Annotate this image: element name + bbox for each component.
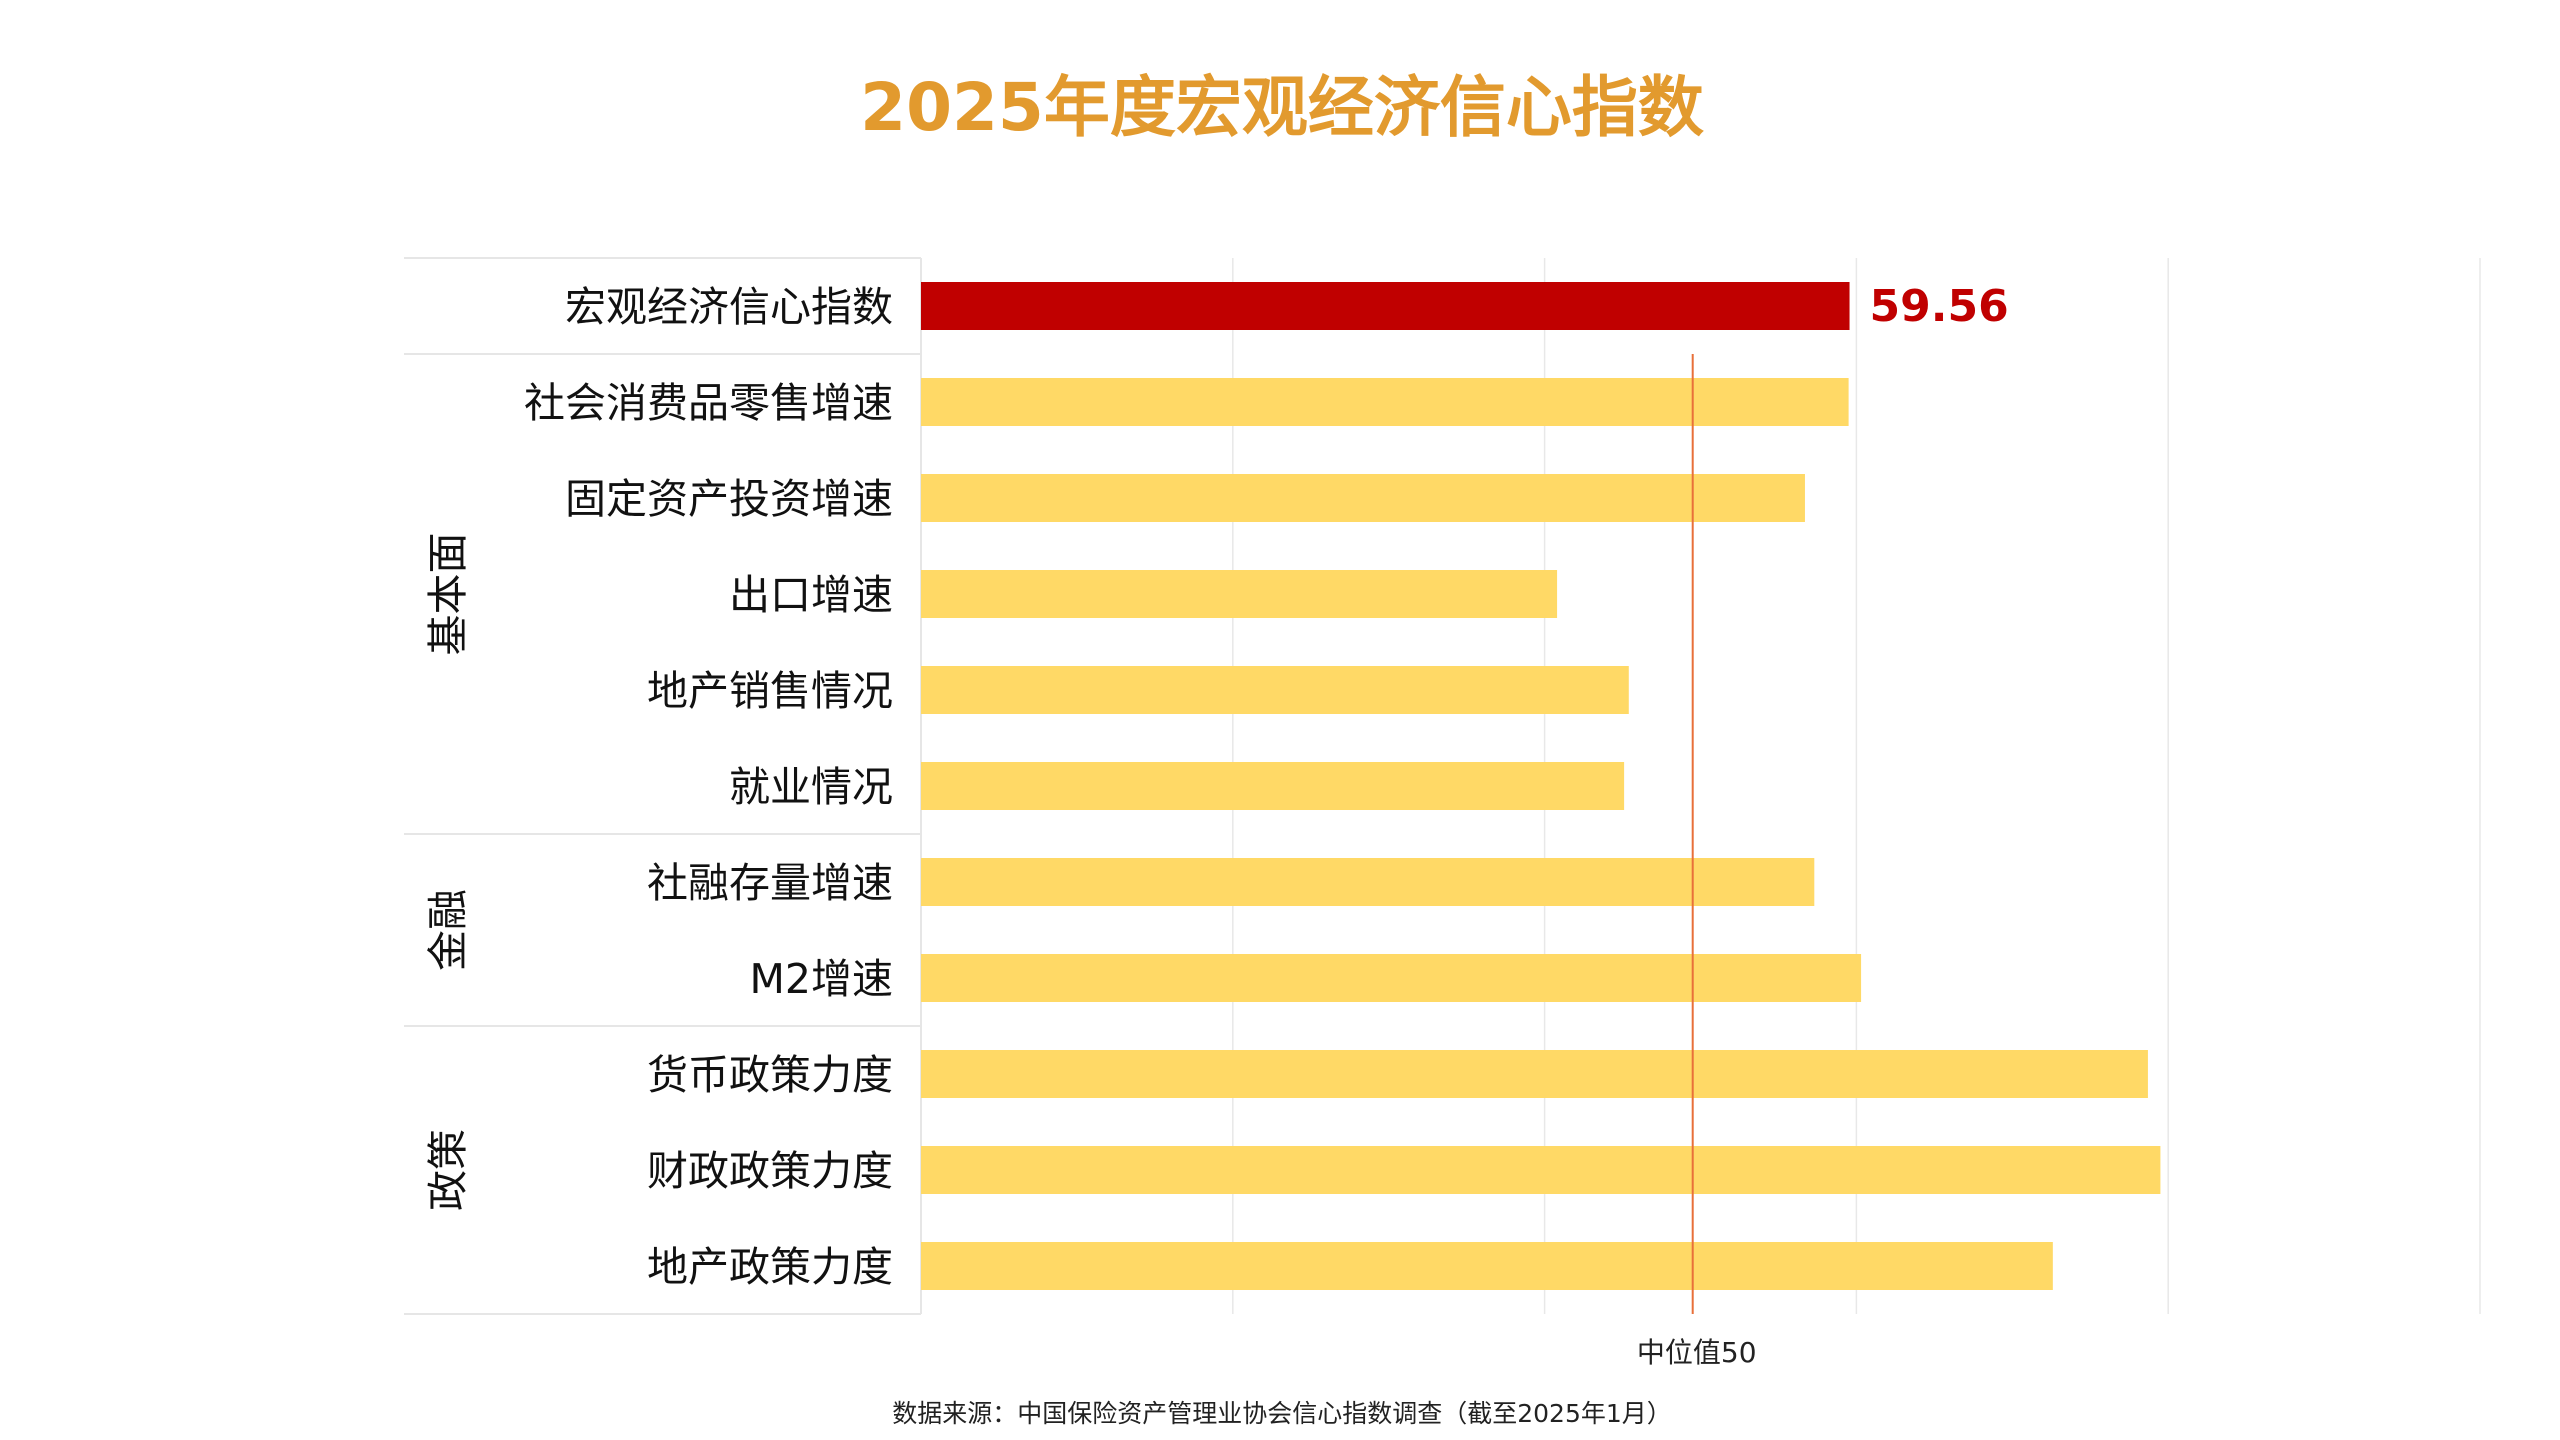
group-label: 政策 (424, 1129, 472, 1211)
reference-layer: 中位值50 (1637, 354, 1757, 1369)
bar-5 (921, 762, 1625, 810)
chart-title: 2025年度宏观经济信心指数 (860, 69, 1704, 146)
category-label: 财政政策力度 (647, 1147, 893, 1195)
category-label: 地产政策力度 (647, 1243, 893, 1291)
bar-10 (921, 1242, 2053, 1290)
category-label: 地产销售情况 (647, 667, 893, 715)
category-label: M2增速 (750, 955, 893, 1003)
bar-7 (921, 954, 1862, 1002)
bar-4 (921, 666, 1629, 714)
bar-8 (921, 1050, 2148, 1098)
group-label: 基本面 (424, 533, 472, 656)
bar-9 (921, 1146, 2161, 1194)
group-label: 金融 (424, 889, 472, 971)
category-label: 固定资产投资增速 (565, 475, 893, 523)
bar-highlight (921, 282, 1850, 330)
category-label-layer: 宏观经济信心指数社会消费品零售增速固定资产投资增速出口增速地产销售情况就业情况社… (524, 283, 893, 1291)
reference-line-label: 中位值50 (1637, 1336, 1757, 1369)
category-label: 社会消费品零售增速 (524, 379, 893, 427)
grid-layer (1232, 258, 2481, 1314)
category-label: 社融存量增速 (647, 859, 893, 907)
category-label: 宏观经济信心指数 (565, 283, 893, 331)
bar-1 (921, 378, 1849, 426)
category-label: 货币政策力度 (647, 1051, 893, 1099)
category-label: 就业情况 (729, 763, 893, 811)
bar-3 (921, 570, 1558, 618)
bar-2 (921, 474, 1805, 522)
highlight-value-label: 59.56 (1870, 281, 2009, 332)
bar-layer: 59.56 (921, 281, 2161, 1290)
bar-6 (921, 858, 1815, 906)
category-label: 出口增速 (729, 571, 893, 619)
data-source: 数据来源：中国保险资产管理业协会信心指数调查（截至2025年1月） (892, 1399, 1672, 1428)
